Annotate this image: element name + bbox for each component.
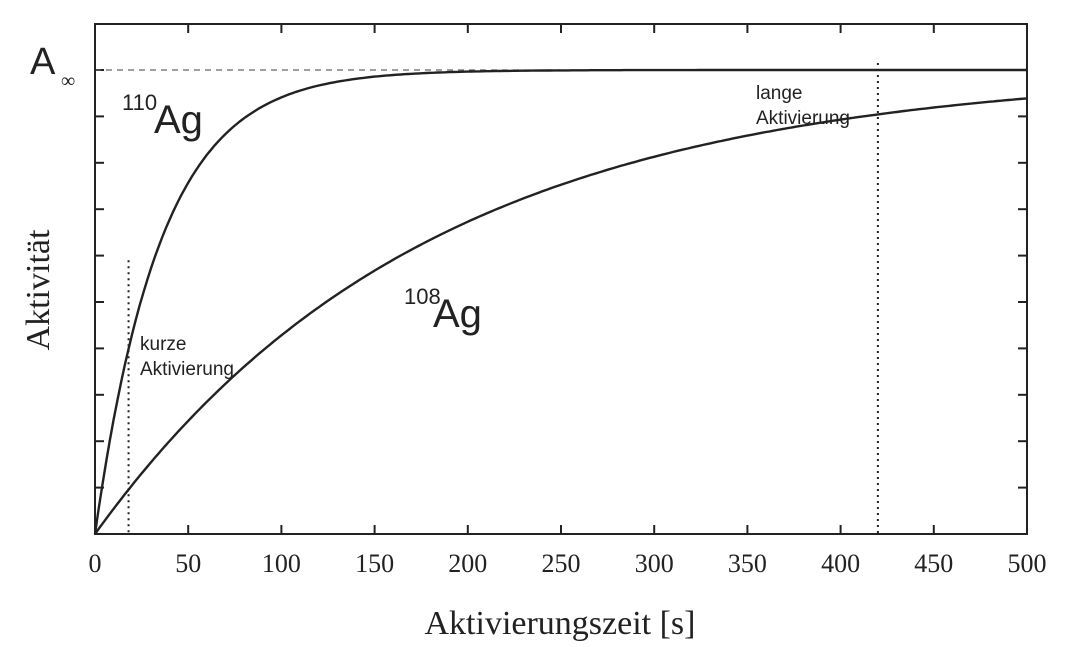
lange-annotation-line2: Aktivierung xyxy=(756,108,850,129)
asymptote-label: A xyxy=(30,41,56,83)
x-tick-label: 100 xyxy=(262,549,301,578)
x-tick-label: 0 xyxy=(89,549,102,578)
x-tick-label: 250 xyxy=(542,549,581,578)
series-110ag-mass-label: 110 xyxy=(122,90,157,115)
x-tick-label: 50 xyxy=(175,549,201,578)
x-tick-label: 200 xyxy=(448,549,487,578)
x-tick-label: 300 xyxy=(635,549,674,578)
asymptote-subscript: ∞ xyxy=(61,70,75,92)
series-108ag-mass-label: 108 xyxy=(404,284,441,309)
lange-annotation-line1: lange xyxy=(756,83,803,104)
x-tick-label: 450 xyxy=(914,549,953,578)
series-110ag-line xyxy=(93,68,1027,535)
kurze-annotation-line1: kurze xyxy=(140,334,186,355)
x-tick-labels: 0 50 100 150 200 250 300 350 400 450 500 xyxy=(89,549,1047,578)
kurze-annotation-line2: Aktivierung xyxy=(140,359,234,380)
series-108ag-line xyxy=(94,97,1028,535)
x-tick-label: 350 xyxy=(728,549,767,578)
x-tick-label: 150 xyxy=(355,549,394,578)
x-tick-label: 400 xyxy=(821,549,860,578)
plot-frame xyxy=(94,23,1028,535)
x-axis-label: Aktivierungszeit [s] xyxy=(425,605,696,642)
y-axis-label: Aktivität xyxy=(20,229,57,350)
series-110ag-element-label: Ag xyxy=(154,98,203,142)
x-tick-label: 500 xyxy=(1008,549,1047,578)
series-108ag-element-label: Ag xyxy=(433,292,482,336)
axis-ticks xyxy=(94,24,1028,534)
